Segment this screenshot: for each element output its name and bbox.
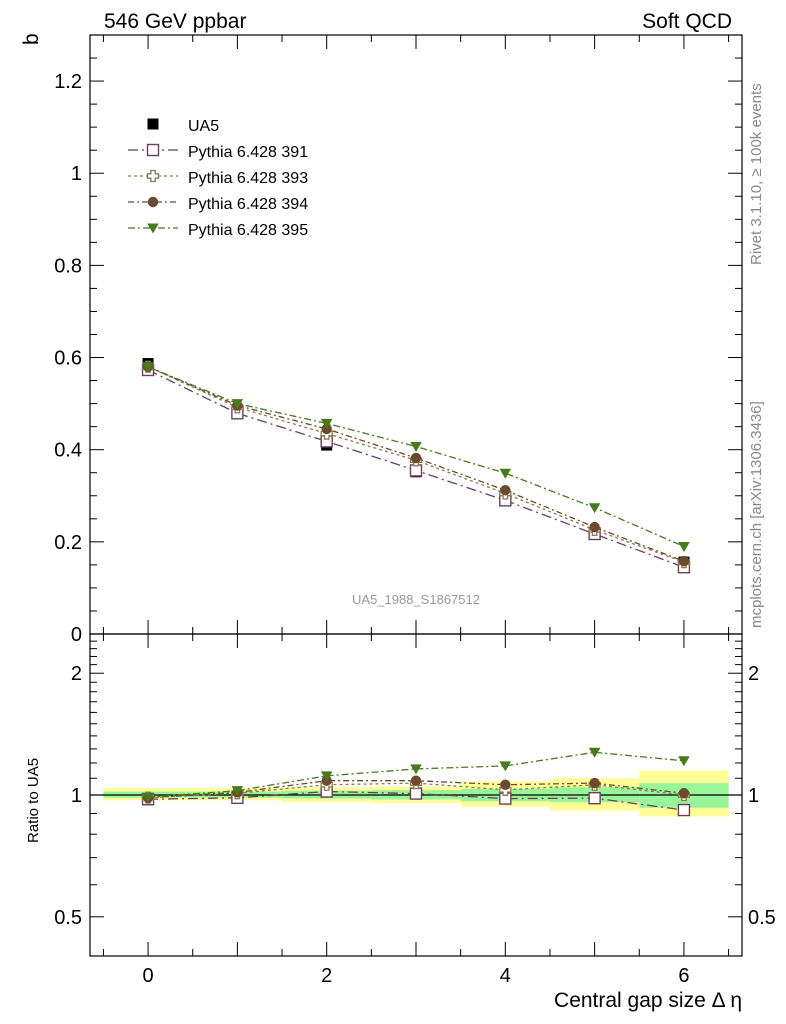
main-point-s3: [678, 555, 690, 567]
ratio-point-s2: [589, 777, 600, 789]
left-title: 546 GeV ppbar: [104, 10, 246, 33]
main-point-s4: [499, 468, 512, 479]
ratio-point-s3: [142, 792, 154, 803]
legend-marker: [147, 118, 159, 130]
rivet-label: Rivet 3.1.10, ≥ 100k events: [748, 83, 765, 265]
ratio-point-s2: [500, 779, 511, 790]
ratio-point-s2: [410, 775, 422, 786]
legend-marker: [146, 169, 160, 183]
right-title: Soft QCD: [642, 10, 732, 33]
ratio-ytick-label-right: 0.5: [748, 907, 776, 929]
main-ytick-label: 0.4: [54, 440, 82, 462]
main-point-s3: [500, 485, 511, 496]
ratio-point-s3: [678, 756, 690, 767]
main-point-s4: [678, 541, 690, 552]
legend-label: UA5: [188, 118, 219, 135]
legend-marker: [146, 143, 160, 157]
main-ylabel: b: [20, 33, 43, 45]
xtick-label: 2: [321, 965, 332, 987]
legend-label: Pythia 6.428 393: [188, 170, 308, 187]
ratio-point-s0: [588, 791, 601, 805]
ratio-ytick-label: 1: [71, 785, 82, 807]
main-ticks: 0.2 0.4 0.6 0.8 1 1.2 0: [54, 35, 742, 646]
main-ytick-label-zero: 0: [71, 624, 82, 646]
legend-marker: [147, 196, 159, 208]
mcplots-label: mcplots.cern.ch [arXiv:1306.3436]: [748, 401, 765, 628]
x-axis-label: Central gap size Δ η: [554, 989, 742, 1012]
main-point-s3: [410, 452, 422, 464]
ratio-ytick-label: 2: [71, 663, 82, 685]
main-point-s4: [588, 503, 601, 514]
ratio-point-s3: [410, 764, 422, 775]
ratio-point-s3: [231, 786, 244, 797]
ratio-point-s2: [678, 788, 690, 799]
legend-label: Pythia 6.428 394: [188, 196, 308, 213]
main-point-s3: [589, 521, 600, 533]
main-point-s3: [321, 423, 332, 435]
ratio-ytick-label-right: 2: [748, 663, 759, 685]
xtick-label: 0: [142, 965, 153, 987]
main-ytick-label: 0.8: [54, 255, 82, 277]
ratio-series-group: [141, 747, 691, 817]
ratio-point-s3: [499, 761, 512, 772]
main-point-s4: [231, 399, 244, 410]
xtick-label: 6: [678, 965, 689, 987]
ratio-ytick-label-right: 1: [748, 785, 759, 807]
ratio-ytick-label: 0.5: [54, 907, 82, 929]
analysis-label: UA5_1988_S1867512: [352, 592, 480, 607]
main-series-group: [141, 358, 691, 574]
main-point-s4: [410, 441, 422, 452]
main-ytick-label: 1: [71, 163, 82, 185]
ratio-ylabel: Ratio to UA5: [25, 758, 42, 843]
ratio-point-s0: [409, 787, 423, 800]
legend-label: Pythia 6.428 395: [188, 222, 308, 239]
ratio-point-s3: [320, 771, 333, 782]
legend: UA5 Pythia 6.428 391 Pythia 6.428 393 Pythi…: [128, 118, 308, 239]
main-panel: 0.2 0.4 0.6 0.8 1 1.2 0 b UA5_1988_S1867512 UA…: [20, 33, 743, 646]
main-point-s1: [409, 464, 423, 477]
legend-marker: [147, 223, 159, 234]
ratio-frame: [89, 633, 743, 957]
ratio-point-s3: [588, 747, 601, 758]
main-point-s4: [142, 362, 154, 373]
xtick-label: 4: [500, 965, 511, 987]
main-ytick-label: 0.2: [54, 532, 82, 554]
main-point-s4: [320, 418, 333, 429]
ratio-point-s0: [677, 803, 691, 817]
main-ytick-label: 0.6: [54, 348, 82, 370]
legend-label: Pythia 6.428 391: [188, 144, 308, 161]
ratio-ticks: 0 2 4 6 0.5 0.5 1 1 2 2: [54, 634, 776, 987]
main-ytick-label: 1.2: [54, 71, 82, 93]
ratio-panel: 0 2 4 6 0.5 0.5 1 1 2 2 Ratio to UA5 Central gap …: [25, 633, 776, 1012]
